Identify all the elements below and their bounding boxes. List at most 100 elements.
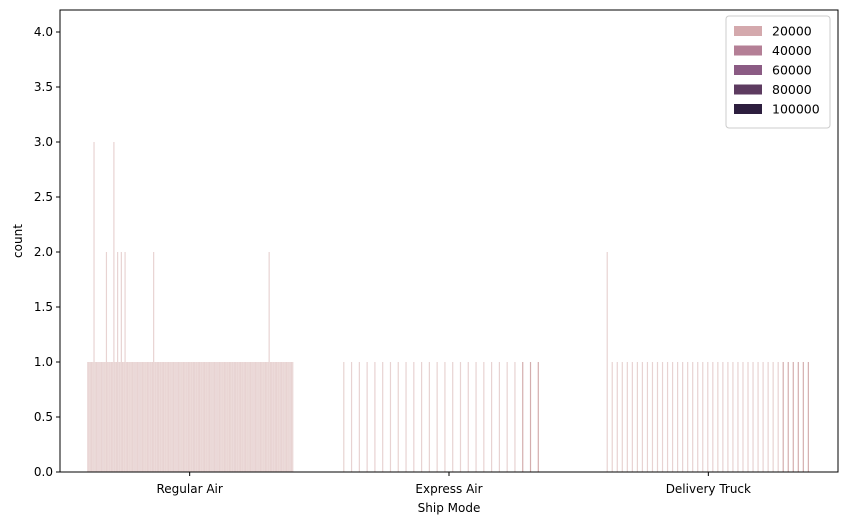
bar bbox=[117, 252, 119, 472]
bar bbox=[171, 362, 173, 472]
bar bbox=[222, 362, 224, 472]
bar bbox=[197, 362, 199, 472]
bar bbox=[292, 362, 294, 472]
bar bbox=[89, 362, 91, 472]
bar bbox=[217, 362, 219, 472]
bar bbox=[92, 362, 94, 472]
bar bbox=[118, 362, 120, 472]
bar bbox=[631, 362, 633, 472]
bar bbox=[141, 362, 144, 472]
bar bbox=[228, 362, 230, 472]
bar bbox=[134, 362, 136, 472]
bar bbox=[671, 362, 674, 472]
bar bbox=[180, 362, 182, 472]
bar bbox=[136, 362, 139, 472]
bar bbox=[646, 362, 649, 472]
bar bbox=[452, 362, 454, 472]
bar bbox=[350, 362, 353, 472]
bar bbox=[259, 362, 262, 472]
bar bbox=[747, 362, 749, 472]
bar bbox=[129, 362, 131, 472]
bar bbox=[252, 362, 254, 472]
bar bbox=[712, 362, 714, 472]
bar bbox=[244, 362, 247, 472]
bar bbox=[140, 362, 142, 472]
bar bbox=[107, 362, 109, 472]
y-tick-label: 1.5 bbox=[34, 300, 53, 314]
bar bbox=[99, 362, 101, 472]
bar bbox=[280, 362, 283, 472]
bar bbox=[144, 362, 146, 472]
bar bbox=[109, 362, 111, 472]
bar bbox=[179, 362, 181, 472]
bar bbox=[125, 362, 127, 472]
y-tick-label: 2.5 bbox=[34, 190, 53, 204]
bar bbox=[208, 362, 211, 472]
bar bbox=[807, 362, 809, 472]
bars-layer bbox=[87, 142, 809, 472]
bar bbox=[226, 362, 228, 472]
bar bbox=[186, 362, 188, 472]
bar bbox=[143, 362, 145, 472]
bar bbox=[762, 362, 764, 472]
bar bbox=[343, 362, 345, 472]
bar bbox=[115, 362, 117, 472]
bar bbox=[128, 362, 130, 472]
bar bbox=[475, 362, 477, 472]
bar bbox=[150, 362, 152, 472]
bar bbox=[405, 362, 407, 472]
bar bbox=[374, 362, 376, 472]
bar bbox=[207, 362, 209, 472]
bar bbox=[246, 362, 248, 472]
bar bbox=[205, 362, 207, 472]
bar bbox=[274, 362, 276, 472]
bar bbox=[166, 362, 168, 472]
bar bbox=[287, 362, 289, 472]
bar bbox=[498, 362, 500, 472]
bar bbox=[119, 362, 121, 472]
bar bbox=[428, 362, 430, 472]
bar bbox=[88, 362, 90, 472]
bar bbox=[104, 362, 106, 472]
bar bbox=[218, 362, 221, 472]
bar bbox=[220, 362, 222, 472]
bar bbox=[238, 362, 240, 472]
bar bbox=[135, 362, 137, 472]
bar bbox=[164, 362, 166, 472]
bar bbox=[514, 362, 516, 472]
bar bbox=[732, 362, 734, 472]
bar bbox=[737, 362, 739, 472]
bar bbox=[130, 362, 132, 472]
bar bbox=[677, 362, 679, 472]
bar bbox=[506, 362, 508, 472]
bar bbox=[264, 362, 267, 472]
bar bbox=[257, 362, 259, 472]
bar bbox=[100, 362, 103, 472]
bar bbox=[258, 362, 260, 472]
legend-label: 40000 bbox=[772, 43, 812, 58]
bar bbox=[203, 362, 206, 472]
bar bbox=[263, 362, 265, 472]
bar bbox=[243, 362, 245, 472]
bar bbox=[185, 362, 187, 472]
bar bbox=[717, 362, 719, 472]
bar bbox=[176, 362, 178, 472]
y-tick-label: 2.0 bbox=[34, 245, 53, 259]
bar bbox=[467, 362, 469, 472]
x-axis-label: Ship Mode bbox=[418, 501, 481, 515]
bar bbox=[272, 362, 274, 472]
bar bbox=[491, 362, 493, 472]
legend-swatch bbox=[734, 45, 762, 56]
bar bbox=[146, 362, 149, 472]
bar bbox=[174, 362, 176, 472]
bar bbox=[248, 362, 250, 472]
legend-label: 20000 bbox=[772, 24, 812, 39]
bar bbox=[191, 362, 193, 472]
bar bbox=[131, 362, 134, 472]
bar bbox=[113, 142, 115, 472]
bar bbox=[154, 362, 156, 472]
bar bbox=[269, 362, 271, 472]
bar bbox=[170, 362, 172, 472]
y-axis-label: count bbox=[11, 224, 25, 258]
